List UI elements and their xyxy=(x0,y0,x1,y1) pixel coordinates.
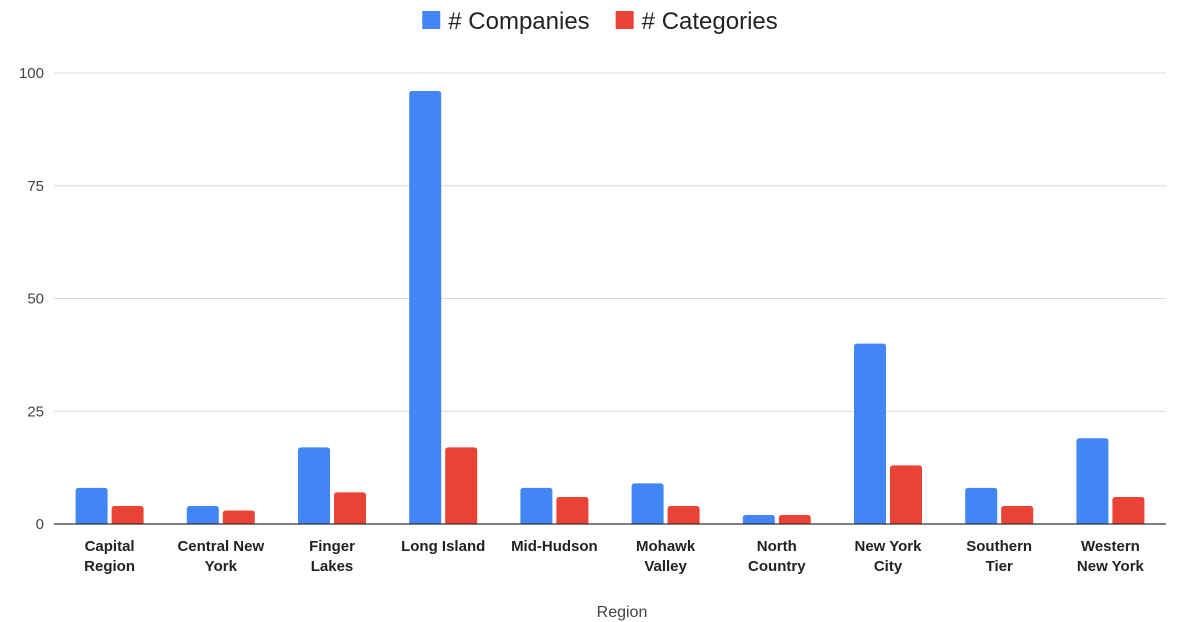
x-tick-label: Mid-Hudson xyxy=(511,538,598,555)
x-tick-label: Southern Tier xyxy=(966,538,1032,575)
bar-companies xyxy=(631,483,664,524)
y-axis-ticks: 0 25 50 75 100 xyxy=(19,65,44,533)
x-tick-label: North Country xyxy=(748,538,806,575)
bar-companies xyxy=(854,343,886,524)
legend-swatch xyxy=(422,11,441,29)
bar-categories xyxy=(556,496,589,524)
x-tick-label: Long Island xyxy=(401,538,485,555)
bar-companies xyxy=(186,505,219,524)
gridlines xyxy=(54,72,1166,412)
bar-companies xyxy=(298,447,330,524)
bar-companies xyxy=(520,487,553,524)
x-tick-label: Central New York xyxy=(177,538,264,575)
bar-categories xyxy=(334,492,366,524)
bar-categories xyxy=(890,465,922,524)
y-tick-label: 50 xyxy=(27,291,44,308)
legend-label: # Companies xyxy=(448,8,589,35)
x-tick-label: Finger Lakes xyxy=(309,538,355,575)
legend: # Companies # Categories xyxy=(422,8,778,35)
y-tick-label: 0 xyxy=(36,516,44,533)
bar-categories xyxy=(778,514,811,524)
y-tick-label: 100 xyxy=(19,65,44,82)
legend-label: # Categories xyxy=(642,8,778,35)
x-tick-label: Capital Region xyxy=(84,538,135,575)
bar-companies xyxy=(965,487,998,524)
x-tick-label: New York City xyxy=(855,538,923,575)
y-tick-label: 75 xyxy=(27,178,44,195)
x-tick-label: Mohawk Valley xyxy=(636,538,696,575)
bar-categories xyxy=(222,510,255,524)
bar-categories xyxy=(1112,496,1145,524)
x-axis-labels: Capital Region Central New York Finger Lakes L… xyxy=(84,538,1144,575)
x-tick-label: Western New York xyxy=(1077,538,1145,575)
bar-categories xyxy=(667,505,700,524)
bar-companies xyxy=(409,91,442,524)
x-axis-title: Region xyxy=(597,604,648,621)
y-tick-label: 25 xyxy=(27,403,44,420)
bar-companies xyxy=(1076,438,1109,524)
bar-companies xyxy=(75,487,108,524)
bar-companies xyxy=(742,514,775,524)
legend-swatch xyxy=(615,11,634,29)
bars xyxy=(75,91,1145,524)
bar-categories xyxy=(111,505,144,524)
bar-categories xyxy=(1001,505,1034,524)
bar-categories xyxy=(445,447,478,524)
